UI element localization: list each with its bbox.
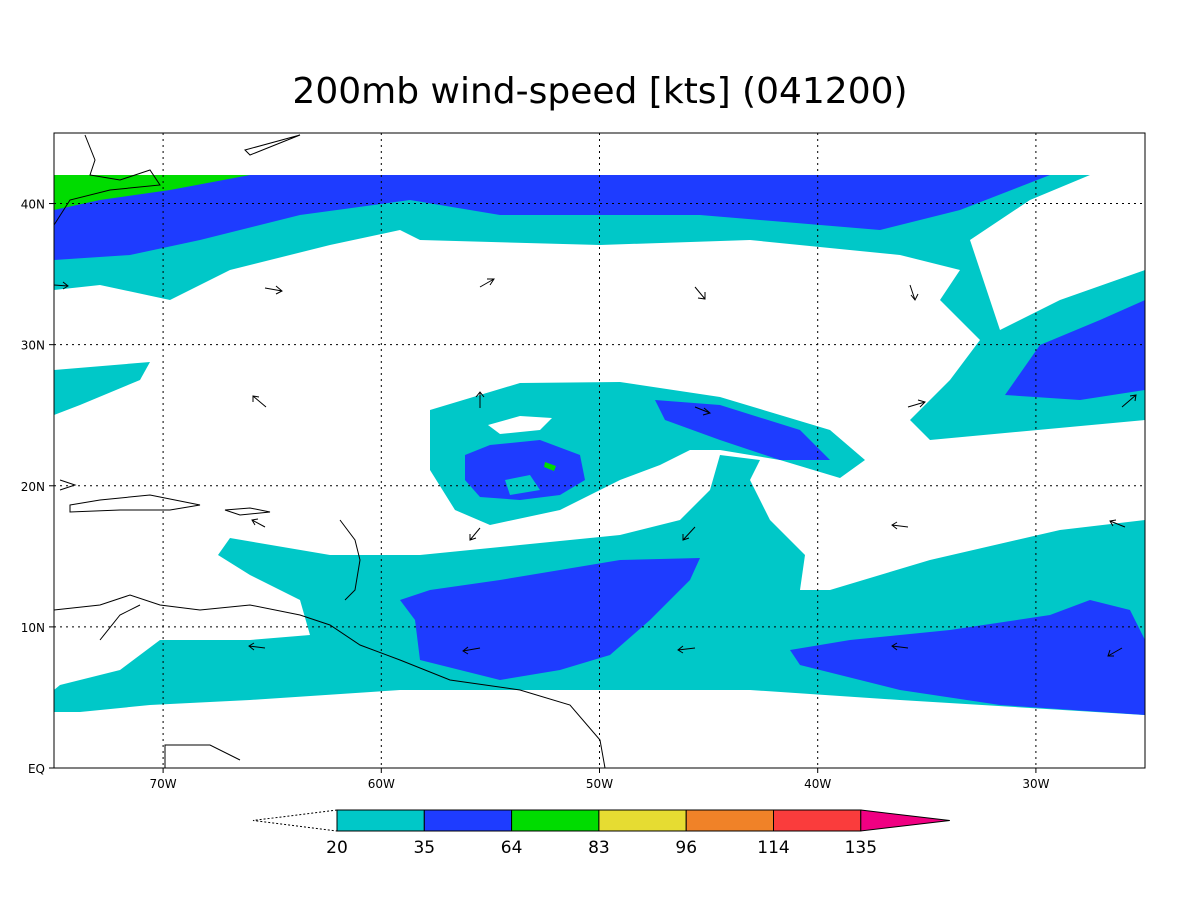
colorbar-label: 35 xyxy=(413,838,435,858)
wind-arrow xyxy=(694,406,712,416)
coastline xyxy=(99,604,141,641)
y-tick-label: EQ xyxy=(28,762,45,776)
y-tick-label: 10N xyxy=(21,621,45,635)
colorbar-label: 64 xyxy=(501,838,523,858)
coastline xyxy=(53,134,161,226)
wind-arrow xyxy=(891,521,909,530)
contour-region xyxy=(54,175,250,210)
coastline xyxy=(53,594,606,769)
coastline xyxy=(224,507,271,516)
contour-region xyxy=(54,175,1145,440)
coastline xyxy=(69,494,201,513)
x-tick-label: 60W xyxy=(368,777,395,791)
contour-region xyxy=(544,462,556,471)
colorbar-label: 96 xyxy=(675,838,697,858)
colorbar-swatch xyxy=(773,809,862,832)
y-tick-label: 40N xyxy=(21,198,45,212)
x-tick-label: 70W xyxy=(150,777,177,791)
colorbar-label: 114 xyxy=(757,838,789,858)
colorbar-swatch xyxy=(511,809,600,832)
colorbar-swatch xyxy=(598,809,687,832)
colorbar-label: 83 xyxy=(588,838,610,858)
contour-region xyxy=(400,558,700,680)
colorbar-lower-extend xyxy=(252,809,338,832)
colorbar-upper-extend xyxy=(860,809,950,832)
wind-arrows xyxy=(53,278,1137,657)
colorbar-label: 135 xyxy=(845,838,877,858)
map-frame xyxy=(53,132,1146,769)
colorbar-swatch xyxy=(685,809,775,832)
wind-arrow xyxy=(252,395,267,408)
y-tick-label: 20N xyxy=(21,480,45,494)
wind-arrow xyxy=(1107,647,1123,657)
x-tick-label: 30W xyxy=(1022,777,1049,791)
y-tick-label: 30N xyxy=(21,339,45,353)
wind-arrow xyxy=(251,518,266,528)
wind-arrow xyxy=(475,391,485,408)
coastline xyxy=(164,744,241,768)
contour-region xyxy=(54,175,1050,260)
wind-arrow xyxy=(907,399,926,408)
map-title: 200mb wind-speed [kts] (041200) xyxy=(292,71,907,112)
x-tick-label: 40W xyxy=(804,777,831,791)
coastline xyxy=(244,134,301,156)
contour-region xyxy=(790,600,1145,715)
wind-arrow xyxy=(694,286,706,300)
coastline xyxy=(59,479,77,491)
contour-region xyxy=(505,475,540,495)
wind-arrow xyxy=(479,278,495,288)
wind-arrow xyxy=(264,285,283,295)
contour-region xyxy=(655,400,830,460)
wind-arrow xyxy=(1121,394,1137,408)
contour-region xyxy=(54,362,150,415)
contour-region xyxy=(465,440,585,500)
wind-arrow xyxy=(909,284,919,301)
wind-arrow xyxy=(891,642,909,651)
wind-arrow xyxy=(1109,519,1126,528)
colorbar-swatch xyxy=(423,809,513,832)
wind-arrow xyxy=(677,645,696,654)
colorbar: 20 35 64 83 96 114 135 xyxy=(252,809,950,858)
wind-arrow xyxy=(682,526,696,541)
coastline xyxy=(339,519,361,601)
colorbar-swatch xyxy=(336,809,425,832)
coastlines xyxy=(53,134,606,769)
wind-arrow xyxy=(462,646,481,655)
white-hole xyxy=(488,416,552,434)
wind-arrow xyxy=(53,281,69,290)
contour-region xyxy=(1005,300,1145,400)
x-tick-label: 50W xyxy=(586,777,613,791)
wind-arrow xyxy=(469,527,481,541)
colorbar-label: 20 xyxy=(326,838,348,858)
wind-arrow xyxy=(248,642,266,651)
